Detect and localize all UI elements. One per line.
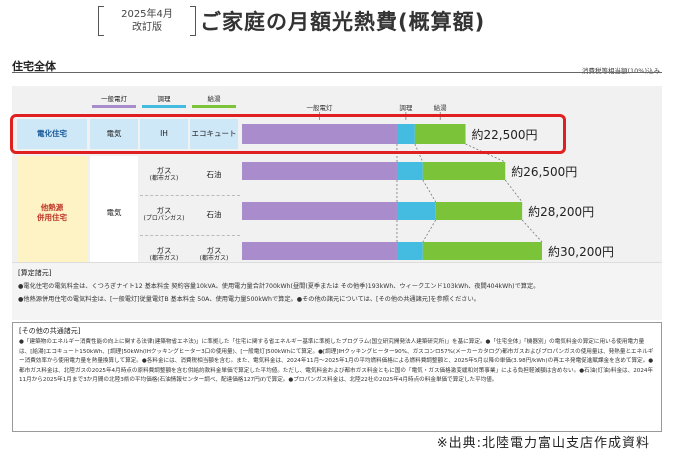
edition-label: 改訂版 xyxy=(132,22,162,33)
connector-line xyxy=(422,219,437,243)
bar-segment-1-2 xyxy=(422,162,506,180)
bar-segment-3-2 xyxy=(422,242,542,260)
header: 2025年4月 改訂版 ご家庭の月額光熱費(概算額) xyxy=(0,0,674,44)
row-divider xyxy=(140,195,240,196)
row-combined-3-hot-water: ガス (都市ガス) xyxy=(199,246,229,263)
col-head-hot-water: 給湯 xyxy=(192,93,236,108)
section-divider xyxy=(12,72,662,73)
row-combined-2-hot-water: 石油 xyxy=(206,210,222,219)
bar-segment-2-2 xyxy=(435,202,523,220)
row-electric-cooking: IH xyxy=(140,119,188,149)
bar-segment-3-0 xyxy=(242,242,397,260)
edition-badge: 2025年4月 改訂版 xyxy=(98,6,196,36)
conditions-line-2: ●他熱源併用住宅の電気料金は、[一般電灯]従量電灯B 基本料金 50A、使用電力… xyxy=(18,296,480,303)
row-divider xyxy=(140,235,240,236)
edition-date: 2025年4月 xyxy=(121,9,173,20)
col-head-lighting: 一般電灯 xyxy=(92,93,136,108)
conditions-title: [算定諸元] xyxy=(18,269,52,277)
row-combined-category: 他熱源 併用住宅 xyxy=(17,156,87,270)
source-note: ※出典:北陸電力富山支店作成資料 xyxy=(436,436,650,451)
row-combined-lighting: 電気 xyxy=(90,156,138,270)
bar-segment-0-0 xyxy=(242,124,397,144)
series-label-0: 一般電灯 xyxy=(306,103,333,112)
connector-line xyxy=(422,179,437,203)
row-electric-lighting: 電気 xyxy=(90,119,138,149)
page-title: ご家庭の月額光熱費(概算額) xyxy=(200,10,486,34)
bar-segment-0-1 xyxy=(396,124,415,144)
bar-segment-3-1 xyxy=(396,242,423,260)
total-label-1: 約26,500円 xyxy=(511,164,577,179)
row-combined-3-cooking: ガス (都市ガス) xyxy=(149,246,179,263)
total-label-0: 約22,500円 xyxy=(472,127,538,142)
common-conditions-body: ●「建築物のエネルギー消費性能の向上に関する法律(建築物省エネ法)」に準拠した「… xyxy=(19,339,654,383)
bar-segment-1-0 xyxy=(242,162,397,180)
total-label-2: 約28,200円 xyxy=(528,204,594,219)
series-label-1: 調理 xyxy=(399,103,413,112)
col-head-cooking: 調理 xyxy=(142,93,186,108)
highlight-frame xyxy=(10,114,566,154)
common-conditions: [その他の共通諸元] ●「建築物のエネルギー消費性能の向上に関する法律(建築物省… xyxy=(12,322,662,432)
common-conditions-title: [その他の共通諸元] xyxy=(19,327,81,335)
connector-line xyxy=(504,179,523,203)
section-title: 住宅全体 xyxy=(12,60,56,73)
total-label-3: 約30,200円 xyxy=(548,244,614,259)
conditions-box xyxy=(12,262,662,320)
bar-segment-2-1 xyxy=(396,202,436,220)
row-electric-category: 電化住宅 xyxy=(17,119,87,149)
tax-note: 消費税等相当額(10%)込み xyxy=(581,67,660,75)
conditions-line-1: ●電化住宅の電気料金は、くつろぎナイト12 基本料金 契約容量10kVA、使用電… xyxy=(18,283,540,290)
row-combined-1-cooking: ガス (都市ガス) xyxy=(149,166,179,183)
row-combined-2-cooking: ガス (プロパンガス) xyxy=(143,206,185,223)
series-label-2: 給湯 xyxy=(434,103,448,112)
row-electric-hot-water: エコキュート xyxy=(190,119,238,149)
row-combined-1-hot-water: 石油 xyxy=(206,170,222,179)
bar-segment-1-1 xyxy=(396,162,423,180)
bar-segment-2-0 xyxy=(242,202,397,220)
connector-line xyxy=(521,219,543,243)
bar-segment-0-2 xyxy=(414,124,466,144)
